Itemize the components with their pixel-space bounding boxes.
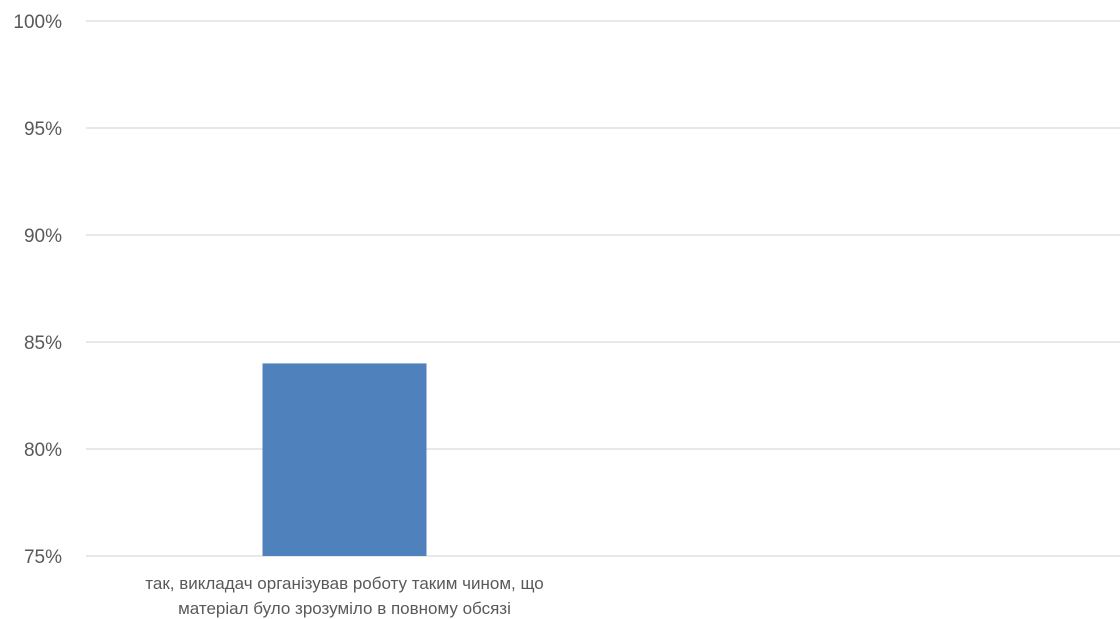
- y-tick-label: 100%: [13, 12, 62, 33]
- bars: [262, 363, 427, 556]
- y-tick-label: 90%: [24, 226, 62, 247]
- x-category-label: матеріал було зрозуміло в повному обсязі: [178, 599, 511, 618]
- y-tick-label: 85%: [24, 333, 62, 354]
- x-category-label: так, викладач організував роботу таким ч…: [145, 574, 543, 593]
- y-tick-label: 95%: [24, 119, 62, 140]
- y-axis-tick-labels: 75% 80% 85% 90% 95% 100%: [13, 12, 62, 568]
- y-tick-label: 80%: [24, 440, 62, 461]
- y-tick-label: 75%: [24, 547, 62, 568]
- bar: [262, 363, 427, 556]
- x-axis-category-labels: так, викладач організував роботу таким ч…: [145, 574, 543, 618]
- gridlines: [86, 20, 1120, 557]
